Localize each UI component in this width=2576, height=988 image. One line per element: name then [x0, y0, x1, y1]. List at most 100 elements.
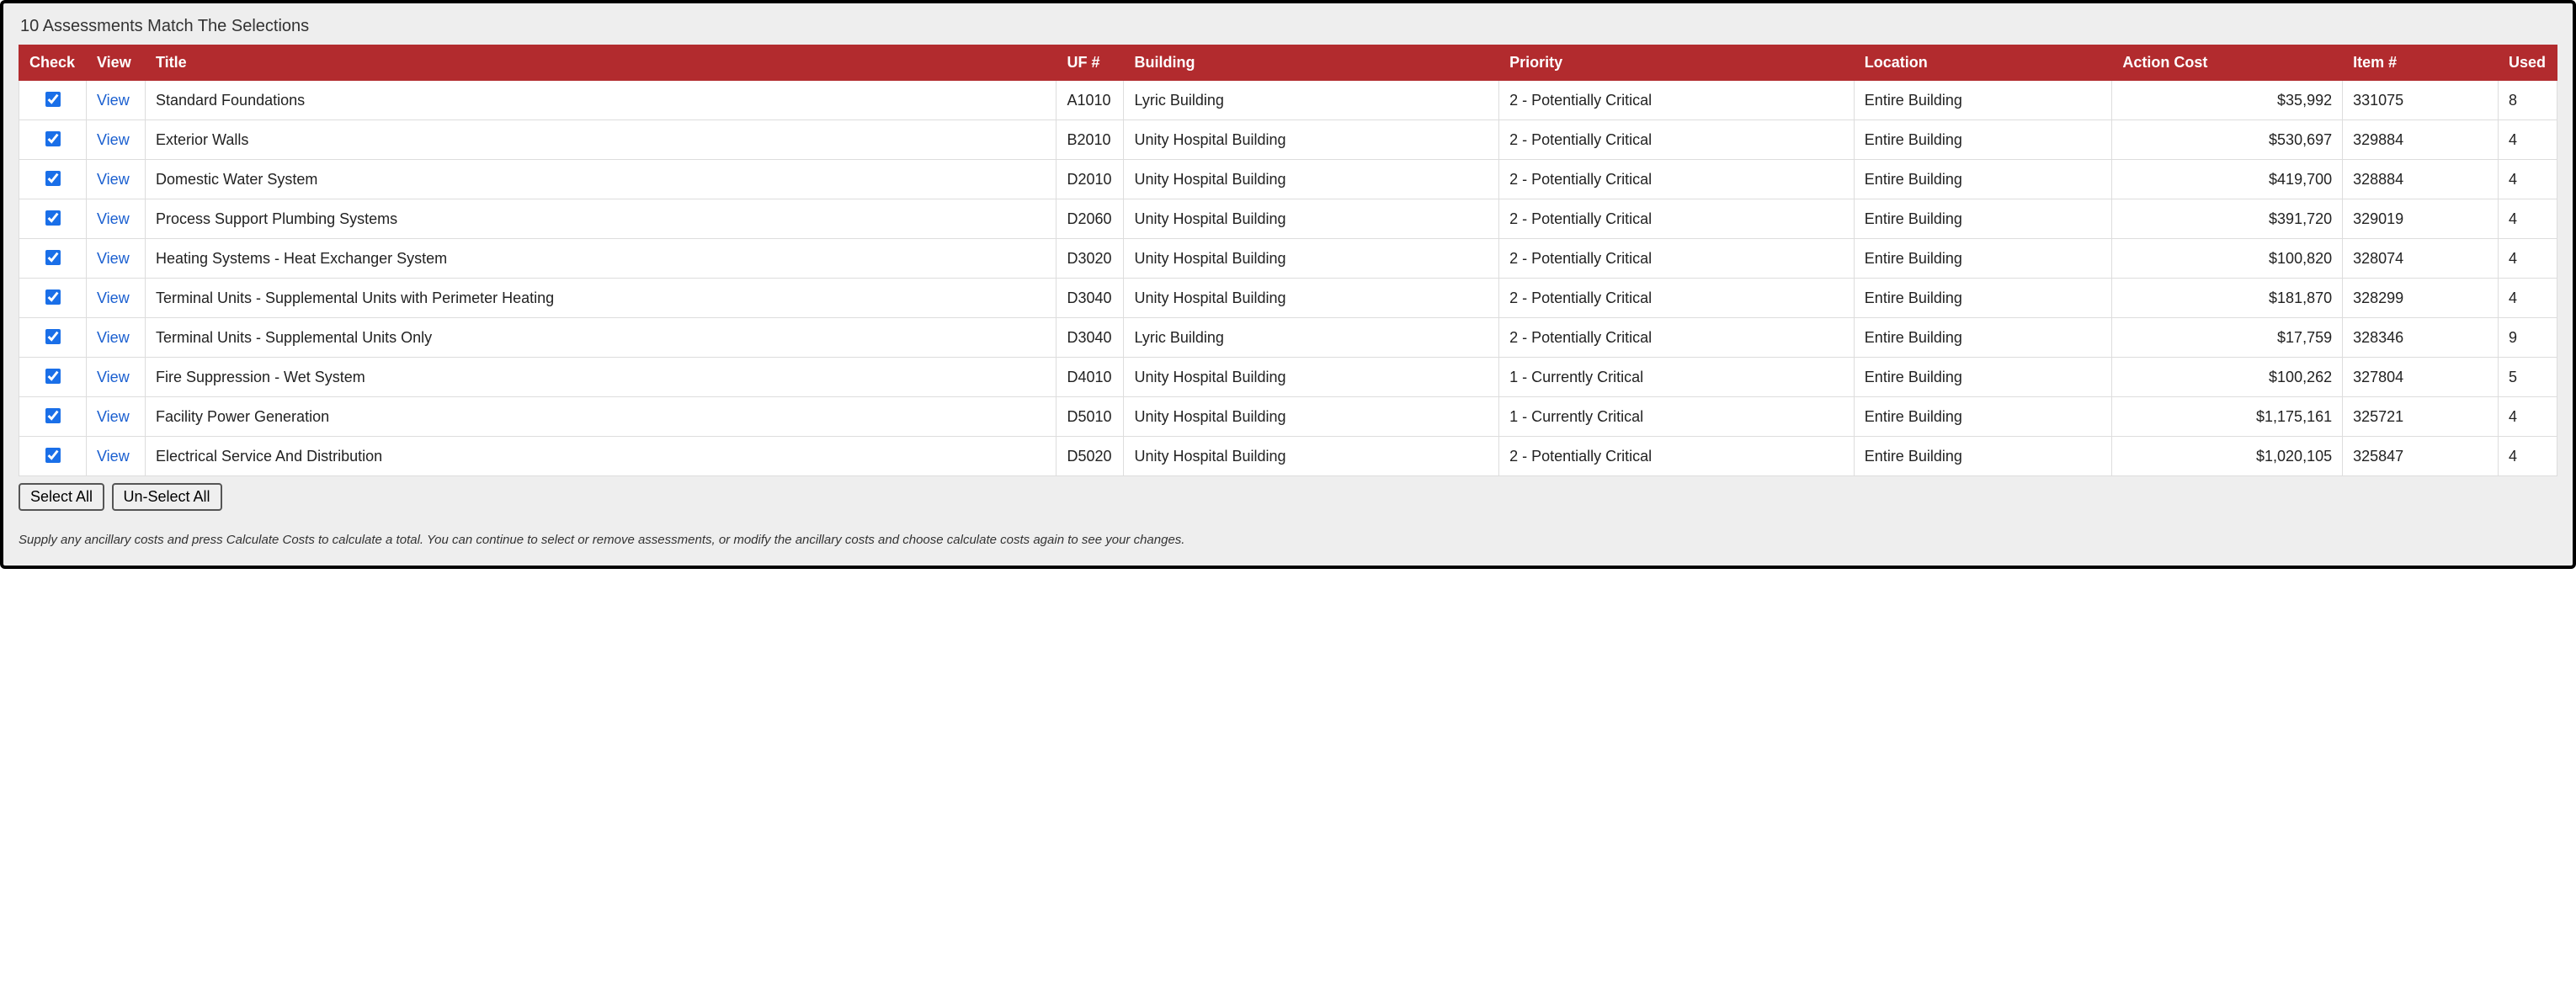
cell-used: 4 [2499, 437, 2557, 476]
row-checkbox[interactable] [45, 289, 61, 305]
instructions-hint: Supply any ancillary costs and press Cal… [19, 533, 2557, 547]
cell-view: View [87, 160, 146, 199]
cell-view: View [87, 279, 146, 318]
cell-used: 4 [2499, 199, 2557, 239]
select-all-button[interactable]: Select All [19, 483, 104, 511]
cell-priority: 2 - Potentially Critical [1499, 160, 1855, 199]
view-link[interactable]: View [97, 131, 130, 148]
col-header-title: Title [146, 45, 1056, 81]
row-checkbox[interactable] [45, 369, 61, 384]
row-checkbox[interactable] [45, 329, 61, 344]
view-link[interactable]: View [97, 408, 130, 425]
cell-action-cost: $100,262 [2112, 358, 2343, 397]
cell-used: 4 [2499, 397, 2557, 437]
row-checkbox[interactable] [45, 408, 61, 423]
assessments-panel: 10 Assessments Match The Selections Chec… [0, 0, 2576, 569]
view-link[interactable]: View [97, 329, 130, 346]
cell-item: 325721 [2343, 397, 2499, 437]
cell-uf: A1010 [1056, 81, 1124, 120]
cell-used: 4 [2499, 120, 2557, 160]
cell-priority: 2 - Potentially Critical [1499, 199, 1855, 239]
cell-priority: 1 - Currently Critical [1499, 358, 1855, 397]
selection-button-row: Select All Un-Select All [19, 483, 2557, 511]
cell-uf: D5010 [1056, 397, 1124, 437]
cell-view: View [87, 397, 146, 437]
row-checkbox[interactable] [45, 171, 61, 186]
cell-building: Unity Hospital Building [1124, 397, 1499, 437]
cell-priority: 1 - Currently Critical [1499, 397, 1855, 437]
table-row: ViewDomestic Water SystemD2010Unity Hosp… [19, 160, 2557, 199]
row-checkbox[interactable] [45, 250, 61, 265]
cell-title: Exterior Walls [146, 120, 1056, 160]
cell-check [19, 239, 87, 279]
cell-view: View [87, 358, 146, 397]
cell-uf: D5020 [1056, 437, 1124, 476]
cell-building: Unity Hospital Building [1124, 437, 1499, 476]
cell-check [19, 160, 87, 199]
unselect-all-button[interactable]: Un-Select All [112, 483, 222, 511]
row-checkbox[interactable] [45, 448, 61, 463]
cell-building: Unity Hospital Building [1124, 160, 1499, 199]
cell-uf: B2010 [1056, 120, 1124, 160]
row-checkbox[interactable] [45, 210, 61, 226]
cell-item: 327804 [2343, 358, 2499, 397]
cell-location: Entire Building [1854, 437, 2112, 476]
cell-location: Entire Building [1854, 81, 2112, 120]
cell-check [19, 81, 87, 120]
view-link[interactable]: View [97, 92, 130, 109]
cell-title: Heating Systems - Heat Exchanger System [146, 239, 1056, 279]
cell-uf: D2060 [1056, 199, 1124, 239]
view-link[interactable]: View [97, 289, 130, 306]
view-link[interactable]: View [97, 448, 130, 465]
col-header-item: Item # [2343, 45, 2499, 81]
cell-building: Lyric Building [1124, 81, 1499, 120]
cell-building: Unity Hospital Building [1124, 120, 1499, 160]
table-row: ViewFire Suppression - Wet SystemD4010Un… [19, 358, 2557, 397]
cell-check [19, 397, 87, 437]
cell-title: Process Support Plumbing Systems [146, 199, 1056, 239]
cell-view: View [87, 120, 146, 160]
cell-priority: 2 - Potentially Critical [1499, 81, 1855, 120]
cell-action-cost: $391,720 [2112, 199, 2343, 239]
table-row: View Standard FoundationsA1010Lyric Build… [19, 81, 2557, 120]
cell-uf: D4010 [1056, 358, 1124, 397]
cell-priority: 2 - Potentially Critical [1499, 279, 1855, 318]
table-header-row: Check View Title UF # Building Priority … [19, 45, 2557, 81]
cell-location: Entire Building [1854, 199, 2112, 239]
cell-location: Entire Building [1854, 160, 2112, 199]
cell-used: 5 [2499, 358, 2557, 397]
table-row: View Process Support Plumbing SystemsD206… [19, 199, 2557, 239]
cell-title: Facility Power Generation [146, 397, 1056, 437]
col-header-location: Location [1854, 45, 2112, 81]
cell-used: 4 [2499, 239, 2557, 279]
cell-item: 328346 [2343, 318, 2499, 358]
cell-check [19, 437, 87, 476]
cell-action-cost: $1,020,105 [2112, 437, 2343, 476]
view-link[interactable]: View [97, 171, 130, 188]
cell-location: Entire Building [1854, 120, 2112, 160]
row-checkbox[interactable] [45, 92, 61, 107]
cell-title: Standard Foundations [146, 81, 1056, 120]
cell-location: Entire Building [1854, 279, 2112, 318]
cell-item: 331075 [2343, 81, 2499, 120]
cell-item: 328074 [2343, 239, 2499, 279]
cell-action-cost: $419,700 [2112, 160, 2343, 199]
match-count-title: 10 Assessments Match The Selections [20, 17, 2557, 36]
col-header-priority: Priority [1499, 45, 1855, 81]
cell-priority: 2 - Potentially Critical [1499, 120, 1855, 160]
view-link[interactable]: View [97, 369, 130, 385]
cell-used: 9 [2499, 318, 2557, 358]
row-checkbox[interactable] [45, 131, 61, 146]
cell-location: Entire Building [1854, 397, 2112, 437]
cell-priority: 2 - Potentially Critical [1499, 318, 1855, 358]
cell-location: Entire Building [1854, 239, 2112, 279]
cell-view: View [87, 239, 146, 279]
view-link[interactable]: View [97, 250, 130, 267]
view-link[interactable]: View [97, 210, 130, 227]
table-row: ViewTerminal Units - Supplemental Units … [19, 279, 2557, 318]
table-row: ViewTerminal Units - Supplemental Units … [19, 318, 2557, 358]
cell-uf: D2010 [1056, 160, 1124, 199]
table-row: View Exterior WallsB2010Unity Hospital Bu… [19, 120, 2557, 160]
cell-item: 329019 [2343, 199, 2499, 239]
cell-item: 328884 [2343, 160, 2499, 199]
